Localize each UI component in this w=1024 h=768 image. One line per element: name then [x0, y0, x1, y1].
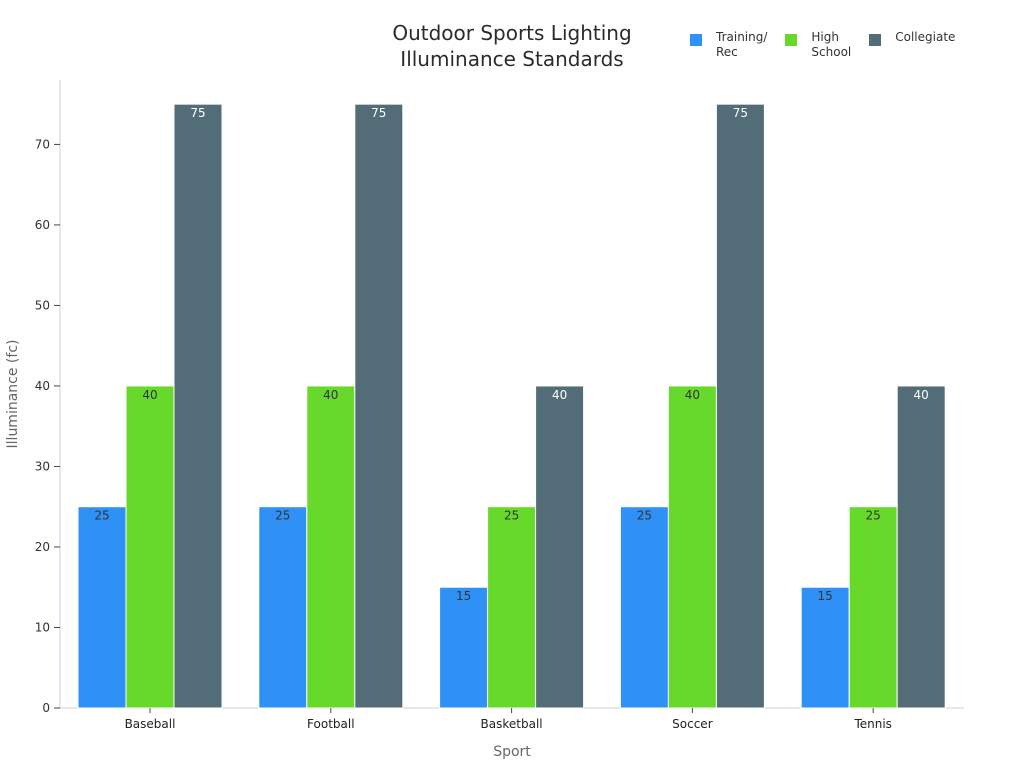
legend-item-collegiate[interactable]: Collegiate: [869, 30, 955, 60]
bar-value-label: 75: [371, 106, 386, 120]
bar: [487, 506, 537, 709]
y-tick-label: 10: [35, 620, 50, 634]
y-tick-label: 70: [35, 137, 50, 151]
bar-value-label: 15: [456, 589, 471, 603]
bar: [354, 103, 404, 709]
bar: [77, 506, 127, 709]
bar: [800, 586, 850, 709]
bar-value-label: 40: [323, 388, 338, 402]
bar: [173, 103, 223, 709]
bar: [258, 506, 308, 709]
y-tick-label: 20: [35, 540, 50, 554]
bar: [535, 385, 585, 709]
chart-legend: Training/ Rec High School Collegiate: [690, 30, 973, 60]
x-tick-label: Football: [307, 717, 355, 731]
bar: [848, 506, 898, 709]
chart-title-line-2: Illuminance Standards: [400, 47, 624, 71]
legend-label-high-school: High School: [811, 30, 852, 59]
bar-value-label: 75: [733, 106, 748, 120]
bar-value-label: 40: [552, 388, 567, 402]
bar: [715, 103, 765, 709]
bar: [667, 385, 717, 709]
chart-title: Outdoor Sports Lighting Illuminance Stan…: [352, 20, 672, 72]
bar-value-label: 25: [866, 509, 881, 523]
legend-swatch-training-rec: [690, 34, 702, 46]
bar-value-label: 75: [190, 106, 205, 120]
bar-value-label: 40: [142, 388, 157, 402]
x-tick-label: Soccer: [672, 717, 713, 731]
x-tick-label: Baseball: [125, 717, 176, 731]
bar-value-label: 25: [275, 509, 290, 523]
chart-title-line-1: Outdoor Sports Lighting: [392, 21, 632, 45]
legend-item-high-school[interactable]: High School: [785, 30, 851, 60]
y-axis-title: Illuminance (fc): [5, 340, 21, 449]
legend-label-collegiate: Collegiate: [895, 30, 956, 44]
bar: [306, 385, 356, 709]
legend-swatch-high-school: [785, 34, 798, 46]
bar-value-label: 25: [637, 509, 652, 523]
x-tick-label: Tennis: [853, 717, 891, 731]
y-tick-label: 50: [35, 298, 50, 312]
y-tick-label: 40: [35, 379, 50, 393]
x-axis-title: Sport: [493, 744, 531, 760]
x-tick-label: Basketball: [481, 717, 543, 731]
legend-label-training-rec: Training/ Rec: [716, 30, 768, 59]
bar: [439, 586, 489, 709]
y-tick-label: 0: [42, 701, 50, 715]
bar-value-label: 40: [914, 388, 929, 402]
bar-value-label: 25: [504, 509, 519, 523]
bar: [896, 385, 946, 709]
bar: [619, 506, 669, 709]
bar-value-label: 25: [94, 509, 109, 523]
legend-swatch-collegiate: [869, 34, 882, 46]
bar-value-label: 15: [818, 589, 833, 603]
y-tick-label: 30: [35, 459, 50, 473]
y-tick-label: 60: [35, 218, 50, 232]
bar: [125, 385, 175, 709]
bar-value-label: 40: [685, 388, 700, 402]
legend-item-training-rec[interactable]: Training/ Rec: [690, 30, 767, 60]
